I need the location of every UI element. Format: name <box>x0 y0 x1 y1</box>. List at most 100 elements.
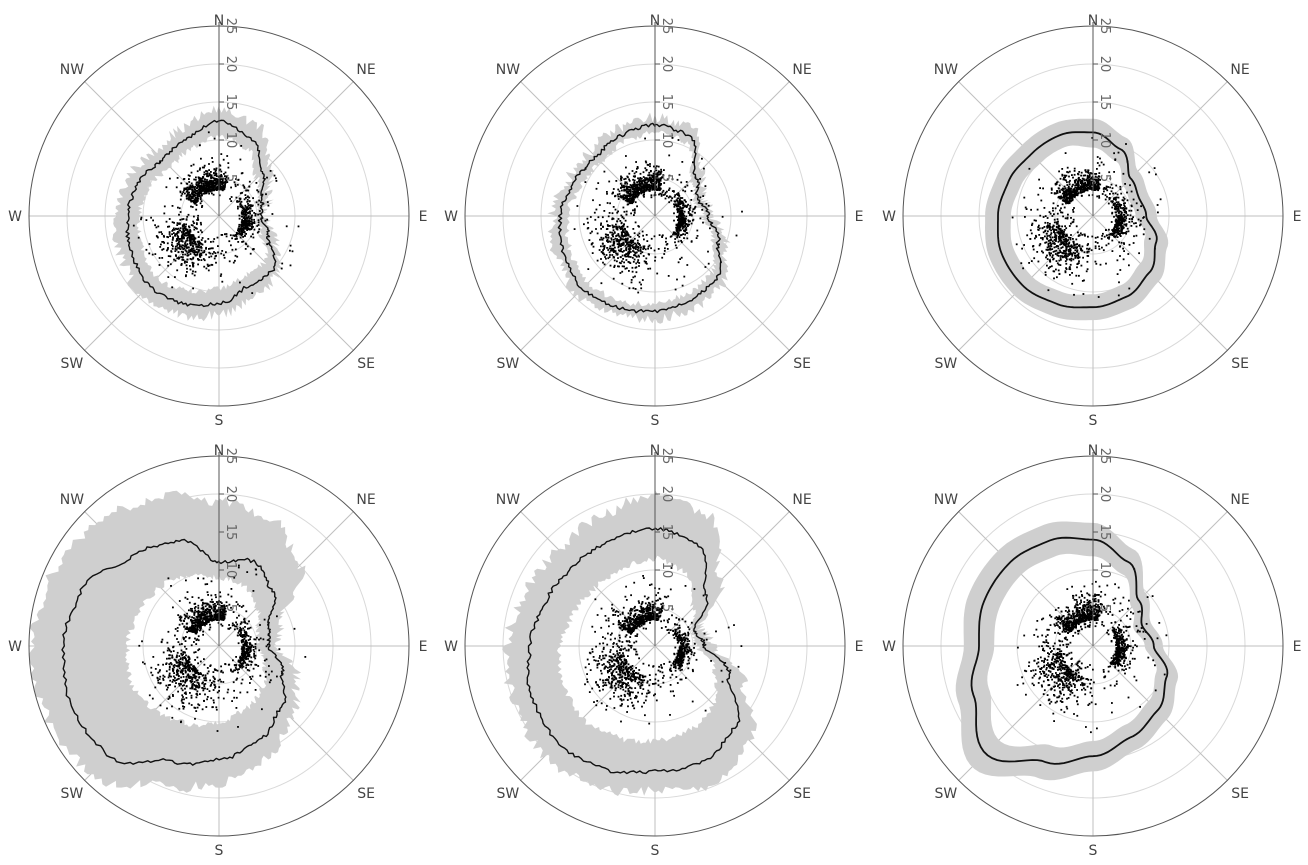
scatter-point <box>1046 235 1049 237</box>
scatter-point <box>200 239 203 241</box>
scatter-point <box>1058 184 1061 187</box>
scatter-point <box>177 251 180 253</box>
scatter-point <box>1064 271 1067 274</box>
scatter-point <box>1102 188 1105 190</box>
scatter-point <box>639 188 642 191</box>
scatter-point <box>1086 268 1089 271</box>
scatter-point <box>635 255 638 258</box>
scatter-point <box>179 227 182 230</box>
scatter-point <box>1121 222 1124 225</box>
scatter-point <box>1074 184 1076 187</box>
scatter-point <box>660 193 663 196</box>
scatter-point <box>188 230 191 232</box>
scatter-point <box>1064 237 1067 240</box>
scatter-point <box>1097 185 1100 187</box>
scatter-point <box>186 236 189 239</box>
scatter-point <box>635 171 638 173</box>
scatter-point <box>1073 189 1076 191</box>
scatter-point <box>1077 173 1080 176</box>
scatter-point <box>1097 175 1100 178</box>
scatter-point <box>1059 257 1062 259</box>
scatter-point <box>1065 268 1068 270</box>
scatter-point <box>625 213 628 216</box>
scatter-point <box>200 157 202 160</box>
scatter-point <box>609 240 612 243</box>
scatter-point <box>630 242 633 244</box>
scatter-point <box>188 601 191 604</box>
scatter-point <box>204 178 207 181</box>
scatter-point <box>627 176 629 179</box>
scatter-point <box>253 228 256 231</box>
scatter-point <box>646 188 649 191</box>
scatter-point <box>281 262 284 265</box>
scatter-point <box>1122 247 1124 250</box>
scatter-point <box>212 188 214 190</box>
scatter-point <box>647 186 650 188</box>
scatter-point <box>616 239 619 241</box>
scatter-point <box>677 139 680 141</box>
scatter-point <box>215 615 218 617</box>
scatter-point <box>645 257 648 260</box>
scatter-point <box>653 165 655 168</box>
scatter-point <box>170 650 172 653</box>
scatter-point <box>635 266 638 269</box>
scatter-point <box>1064 260 1067 263</box>
scatter-point <box>1070 253 1073 255</box>
scatter-point <box>637 259 640 261</box>
compass-label-s: S <box>651 413 660 429</box>
scatter-point <box>635 244 638 246</box>
scatter-point <box>1087 255 1090 257</box>
scatter-point <box>624 235 627 237</box>
scatter-point <box>678 200 681 202</box>
scatter-point <box>1065 233 1068 236</box>
scatter-point <box>1045 241 1048 244</box>
scatter-point <box>1068 198 1071 201</box>
scatter-point <box>1132 198 1135 201</box>
scatter-point <box>639 184 642 187</box>
scatter-point <box>179 218 182 221</box>
scatter-point <box>257 221 260 224</box>
scatter-point <box>219 181 221 184</box>
scatter-point <box>246 198 249 201</box>
scatter-point <box>206 698 208 701</box>
scatter-point <box>179 244 181 247</box>
scatter-point <box>678 203 680 206</box>
scatter-point <box>1081 186 1084 188</box>
scatter-point <box>1075 247 1078 250</box>
scatter-point <box>220 612 223 614</box>
scatter-point <box>623 228 626 231</box>
scatter-point <box>192 197 194 200</box>
scatter-point <box>167 261 170 263</box>
scatter-point <box>1030 208 1032 211</box>
radial-tick-label: 15 <box>659 94 674 111</box>
scatter-point <box>1110 183 1113 186</box>
scatter-point <box>1075 243 1077 246</box>
scatter-point <box>631 246 634 249</box>
scatter-point <box>1043 226 1046 228</box>
scatter-point <box>1115 204 1118 206</box>
scatter-point <box>176 239 179 242</box>
scatter-point <box>196 241 199 243</box>
scatter-point <box>643 247 645 249</box>
scatter-point <box>195 227 197 229</box>
scatter-point <box>612 217 615 220</box>
scatter-point <box>696 229 699 232</box>
scatter-point <box>684 190 687 193</box>
scatter-point <box>160 231 163 233</box>
scatter-point <box>229 627 232 629</box>
scatter-point <box>622 206 625 209</box>
scatter-point <box>601 238 603 241</box>
scatter-point <box>614 237 617 240</box>
scatter-point <box>1112 232 1115 235</box>
scatter-point <box>1053 221 1056 224</box>
scatter-point <box>195 222 198 224</box>
scatter-point <box>613 259 616 262</box>
scatter-point <box>1050 265 1053 268</box>
scatter-point <box>1090 180 1093 183</box>
scatter-point <box>1059 258 1062 261</box>
scatter-point <box>633 179 636 182</box>
scatter-point <box>1087 182 1089 184</box>
scatter-point <box>210 697 213 700</box>
scatter-point <box>1072 176 1074 179</box>
compass-label-nw: NW <box>60 62 84 78</box>
